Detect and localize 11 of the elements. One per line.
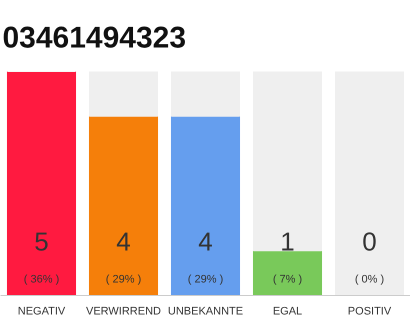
- data-label: 4 ( 29% ): [188, 226, 224, 286]
- data-label: 4 ( 29% ): [106, 226, 142, 286]
- x-tick-label: VERWIRREND: [86, 306, 162, 318]
- x-tick-label: NEGATIV: [18, 306, 66, 318]
- chart-title: 03461494323: [2, 22, 186, 54]
- x-tick-label: UNBEKANNTE: [168, 306, 244, 318]
- data-label: 1 ( 7% ): [272, 226, 302, 286]
- x-tick-label: POSITIV: [348, 306, 392, 318]
- data-label: 0 ( 0% ): [354, 226, 384, 286]
- x-tick-label: EGAL: [272, 306, 302, 318]
- data-label: 5 ( 36% ): [24, 226, 60, 286]
